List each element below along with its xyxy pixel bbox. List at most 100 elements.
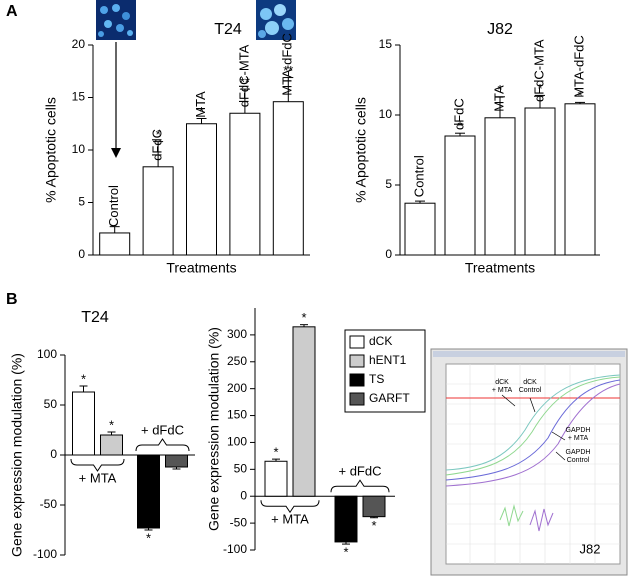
bar [72,391,95,456]
y-tick-label: 15 [379,37,393,51]
error-bar [300,324,308,327]
bar [137,454,160,529]
y-tick-label: 10 [379,107,393,121]
significance-marker: ** [283,63,293,78]
significance-marker: * [537,81,542,96]
significance-marker: * [199,104,204,119]
cell-line-label: J82 [580,541,601,556]
bar [444,135,476,256]
x-tick-label: MTA-dFdC [280,33,295,96]
x-tick-label: MTA-dFdC [571,35,586,98]
group-label: + dFdC [339,464,382,479]
error-bar [196,118,207,124]
curve-annotation: GAPDH [566,427,591,434]
panel-label: B [6,291,18,308]
y-tick-label: 50 [44,397,58,411]
error-bar [239,88,250,114]
bar [334,495,358,543]
micrograph [96,0,136,40]
bar [264,460,288,497]
error-bar [109,226,120,233]
y-tick-label: -100 [33,547,57,561]
bar [100,434,123,456]
significance-marker: * [301,310,306,325]
x-tick-label: MTA [491,85,506,112]
x-tick-label: MTA [193,91,208,118]
error-bar [495,96,505,118]
bar [142,166,174,256]
y-tick-label: 200 [227,381,247,395]
bar [362,495,386,518]
curve-annotation: dCK [495,379,509,386]
bar [229,112,261,256]
bar [564,103,596,256]
chart-title: T24 [214,21,242,38]
significance-marker: ** [240,75,250,90]
y-tick-label: 100 [37,347,57,361]
y-axis-label: % Apoptotic cells [353,97,369,203]
y-tick-label: 5 [78,195,85,209]
error-bar [575,101,585,104]
legend-label: dCK [369,334,392,348]
group-brace [70,458,125,472]
y-tick-label: 0 [78,247,85,261]
group-brace [135,438,190,452]
micrograph [256,0,296,40]
legend-label: GARFT [369,391,410,405]
chart-title: T24 [81,309,109,326]
significance-marker: * [81,371,86,386]
legend-swatch [349,335,365,349]
arrow [111,42,121,158]
error-bar [153,141,164,167]
y-tick-label: 15 [72,90,86,104]
error-bar [455,132,465,136]
error-bar [79,385,88,392]
significance-marker: * [273,445,278,460]
curve-annotation: Control [519,387,542,394]
legend-swatch [349,373,365,387]
y-axis-label: Gene expression modulation (%) [9,353,25,557]
significance-marker: * [109,417,114,432]
y-tick-label: 0 [240,488,247,502]
y-tick-label: 0 [385,247,392,261]
bar [404,202,436,256]
legend-label: hENT1 [369,353,407,367]
error-bar [535,94,545,108]
chart-title: J82 [487,21,513,38]
x-tick-label: dFdC-MTA [531,39,546,102]
y-tick-label: 0 [50,447,57,461]
x-tick-label: Control [106,185,121,227]
significance-marker: * [577,88,582,103]
x-tick-label: Control [411,155,426,197]
group-label: + MTA [271,512,309,527]
bar [272,101,304,256]
bar [186,123,217,256]
curve-annotation: + MTA [568,435,589,442]
error-bar [107,431,116,435]
error-bar [415,200,425,204]
bar [165,454,188,468]
curve-annotation: GAPDH [566,449,591,456]
x-tick-label: dFdC [150,129,165,161]
x-axis-label: Treatments [166,260,236,276]
y-axis-label: % Apoptotic cells [43,97,59,203]
error-bar [172,467,181,470]
y-tick-label: 5 [385,177,392,191]
bar [99,232,131,256]
y-tick-label: -50 [230,515,248,529]
error-bar [272,458,280,462]
y-tick-label: -50 [40,497,58,511]
y-tick-label: -100 [223,542,247,556]
group-label: + dFdC [141,422,184,437]
x-tick-label: dFdC [451,98,466,130]
bar [484,117,516,256]
significance-marker: * [343,545,348,560]
y-tick-label: 100 [227,435,247,449]
curve-annotation: + MTA [492,387,513,394]
significance-marker: * [497,82,502,97]
significance-marker: * [457,119,462,134]
group-label: + MTA [79,470,117,485]
y-tick-label: 300 [227,327,247,341]
